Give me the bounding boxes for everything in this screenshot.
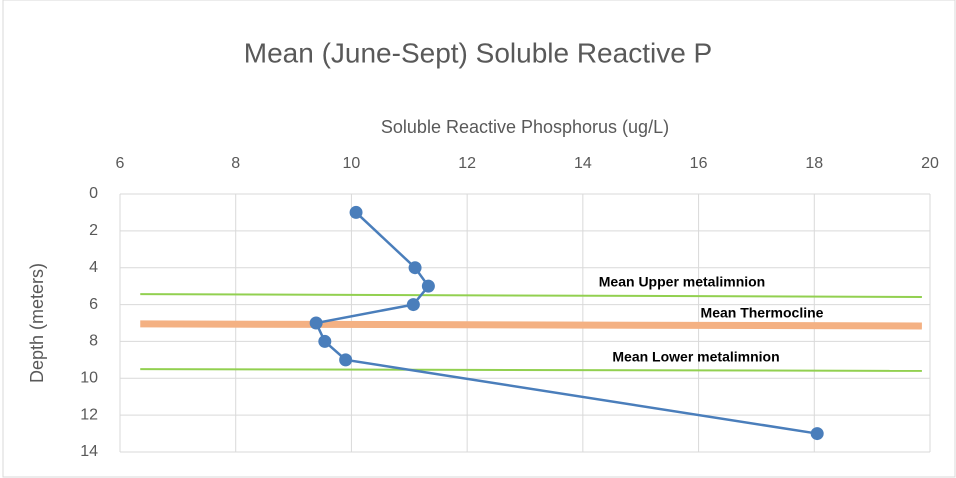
data-point <box>309 316 323 330</box>
y-tick-label: 12 <box>80 406 98 423</box>
series-line <box>140 368 922 372</box>
y-tick-label: 4 <box>89 259 98 276</box>
y-tick-label: 6 <box>89 296 98 313</box>
annotation: Mean Lower metalimnion <box>612 349 779 365</box>
data-point <box>421 279 435 293</box>
data-point <box>339 353 353 367</box>
annotation: Mean Upper metalimnion <box>599 274 765 290</box>
data-point <box>810 427 824 441</box>
y-tick-label: 0 <box>89 185 98 202</box>
x-tick-label: 18 <box>805 155 823 172</box>
x-axis-label: Soluble Reactive Phosphorus (ug/L) <box>381 117 669 137</box>
x-tick-label: 6 <box>116 155 125 172</box>
series-line <box>140 293 922 299</box>
x-tick-label: 20 <box>921 155 939 172</box>
data-point <box>318 334 332 348</box>
y-tick-label: 8 <box>89 333 98 350</box>
data-point <box>349 205 363 219</box>
data-point <box>406 298 420 312</box>
y-tick-label: 2 <box>89 222 98 239</box>
x-tick-label: 8 <box>231 155 240 172</box>
x-tick-label: 12 <box>458 155 476 172</box>
chart-title: Mean (June-Sept) Soluble Reactive P <box>244 37 712 68</box>
series-line <box>140 320 922 330</box>
x-tick-label: 16 <box>690 155 708 172</box>
y-tick-label: 14 <box>80 443 98 460</box>
x-tick-label: 10 <box>343 155 361 172</box>
data-point <box>408 261 422 275</box>
y-tick-label: 10 <box>80 370 98 387</box>
annotation: Mean Thermocline <box>701 305 824 321</box>
y-axis-label: Depth (meters) <box>27 263 47 383</box>
x-tick-label: 14 <box>574 155 592 172</box>
